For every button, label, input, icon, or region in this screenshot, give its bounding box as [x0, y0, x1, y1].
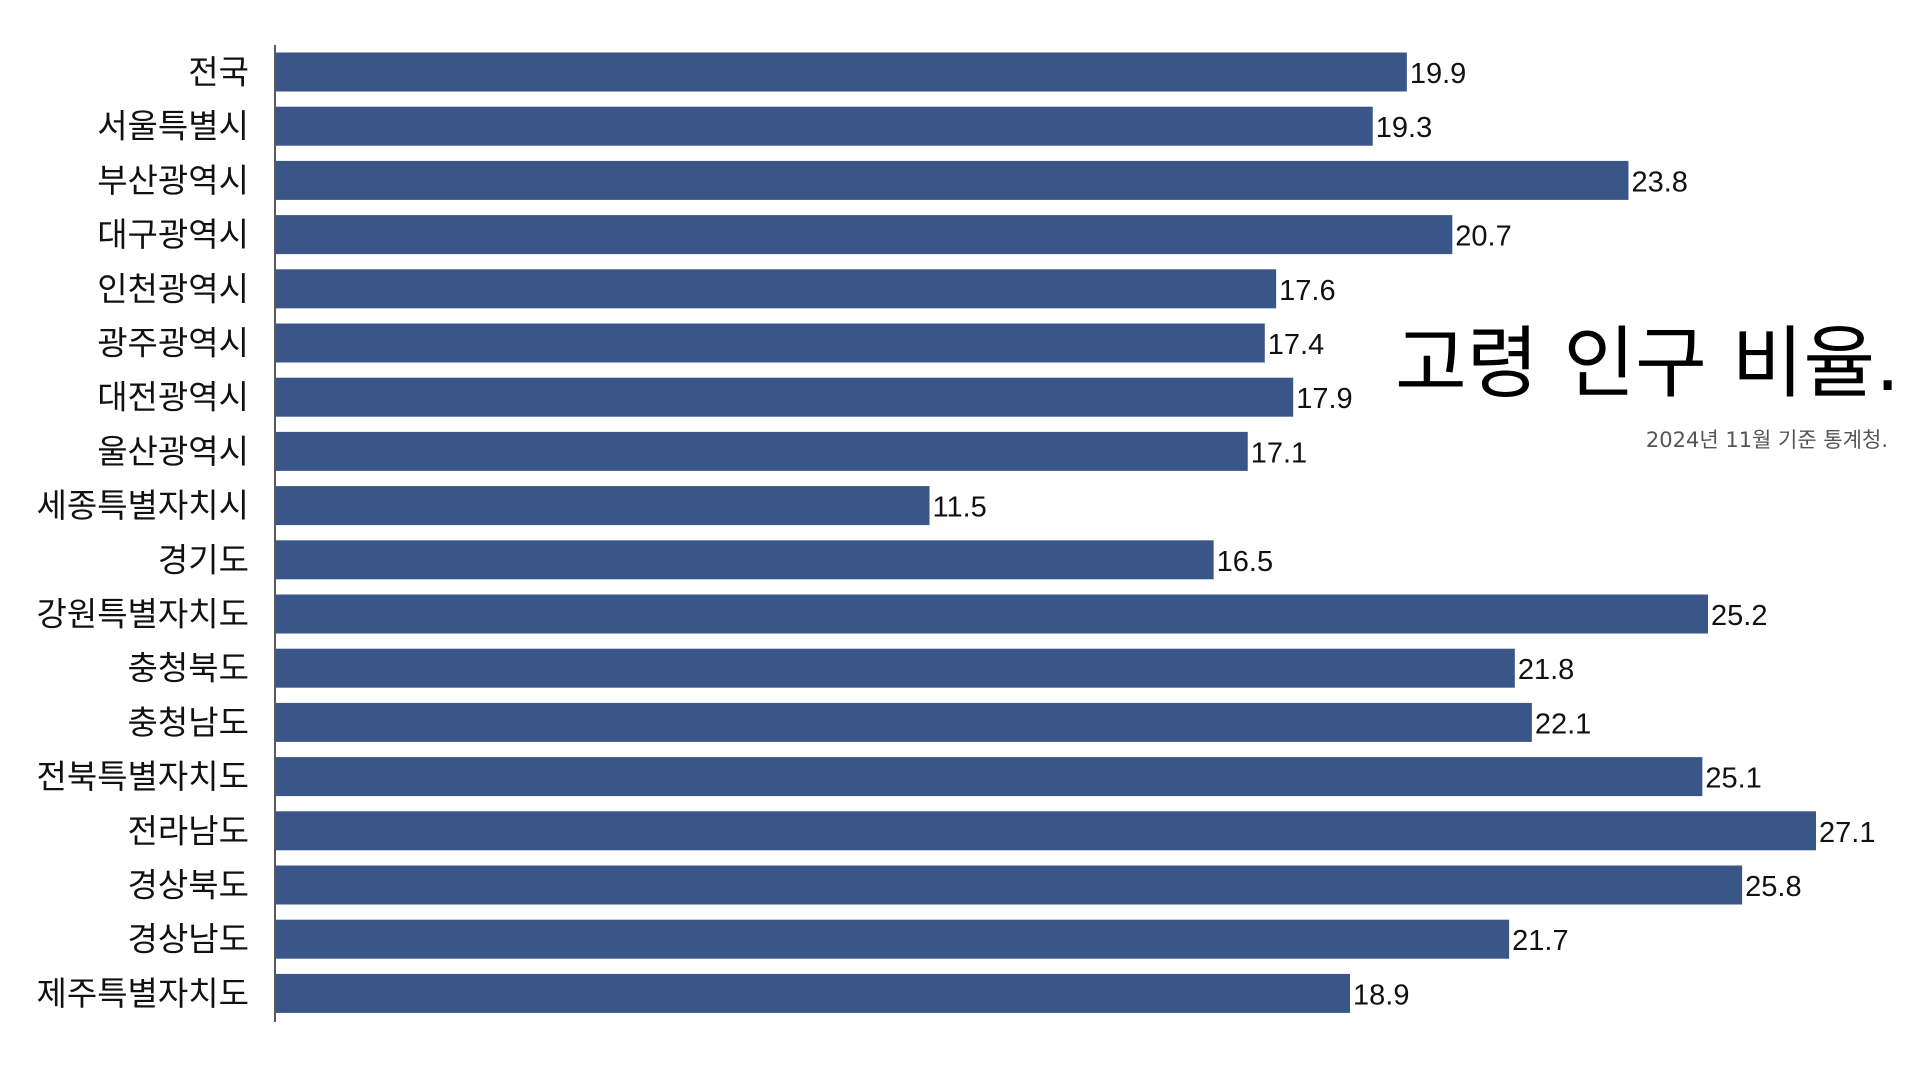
bar [276, 865, 1743, 905]
chart-subtitle: 2024년 11월 기준 통계청. [1645, 427, 1888, 452]
category-tick-label: 울산광역시 [97, 432, 249, 471]
bars-layer [276, 52, 1816, 1013]
chart-title-box: 고령 인구 비율. 2024년 11월 기준 통계청. [1395, 319, 1900, 454]
value-data-label: 16.5 [1217, 546, 1273, 578]
category-tick-label: 전국 [188, 53, 249, 92]
bar [276, 215, 1453, 255]
value-data-label: 17.6 [1279, 275, 1335, 307]
category-tick-label: 대전광역시 [97, 378, 249, 417]
bar [276, 269, 1277, 309]
bar [276, 648, 1515, 688]
bar [276, 919, 1510, 959]
category-tick-label: 충청남도 [128, 703, 249, 742]
value-data-label: 18.9 [1353, 979, 1409, 1011]
category-tick-label: 세종특별자치시 [36, 486, 249, 525]
category-tick-label: 경기도 [158, 540, 249, 579]
category-tick-label: 강원특별자치도 [36, 595, 249, 634]
category-tick-label: 충청북도 [128, 649, 249, 688]
value-data-label: 21.7 [1512, 925, 1568, 957]
labels-layer: 전국 19.9 서울특별시 19.3 부산광역시 23.8 대구광역시 20.7 인천광역시 17… [36, 53, 1875, 1013]
bar [276, 323, 1265, 363]
bar [276, 757, 1703, 797]
bar [276, 540, 1214, 580]
category-tick-label: 대구광역시 [97, 215, 249, 254]
category-tick-label: 부산광역시 [97, 161, 249, 200]
value-data-label: 23.8 [1631, 166, 1687, 198]
value-data-label: 19.3 [1376, 112, 1432, 144]
value-data-label: 25.2 [1711, 600, 1767, 632]
bar [276, 973, 1351, 1013]
value-data-label: 11.5 [933, 492, 987, 524]
value-data-label: 20.7 [1455, 221, 1511, 253]
value-data-label: 19.9 [1410, 58, 1466, 90]
bar [276, 377, 1294, 417]
value-data-label: 27.1 [1819, 817, 1875, 849]
category-tick-label: 전라남도 [128, 811, 249, 850]
value-data-label: 17.1 [1251, 437, 1307, 469]
bar [276, 106, 1373, 146]
category-tick-label: 경상남도 [128, 920, 249, 959]
category-tick-label: 제주특별자치도 [36, 974, 249, 1013]
bar [276, 160, 1629, 200]
chart-title: 고령 인구 비율. [1395, 319, 1900, 409]
bar [276, 811, 1816, 851]
value-data-label: 22.1 [1535, 708, 1591, 740]
value-data-label: 25.8 [1745, 871, 1801, 903]
category-tick-label: 전북특별자치도 [36, 757, 249, 796]
value-data-label: 21.8 [1518, 654, 1574, 686]
category-tick-label: 경상북도 [128, 866, 249, 905]
category-tick-label: 인천광역시 [97, 269, 249, 308]
value-data-label: 25.1 [1705, 763, 1761, 795]
category-tick-label: 서울특별시 [97, 107, 249, 146]
category-tick-label: 광주광역시 [97, 324, 249, 363]
value-data-label: 17.4 [1268, 329, 1324, 361]
bar [276, 594, 1709, 634]
bar [276, 486, 930, 526]
bar [276, 52, 1407, 92]
bar [276, 702, 1532, 742]
bar [276, 431, 1248, 471]
value-data-label: 17.9 [1296, 383, 1352, 415]
